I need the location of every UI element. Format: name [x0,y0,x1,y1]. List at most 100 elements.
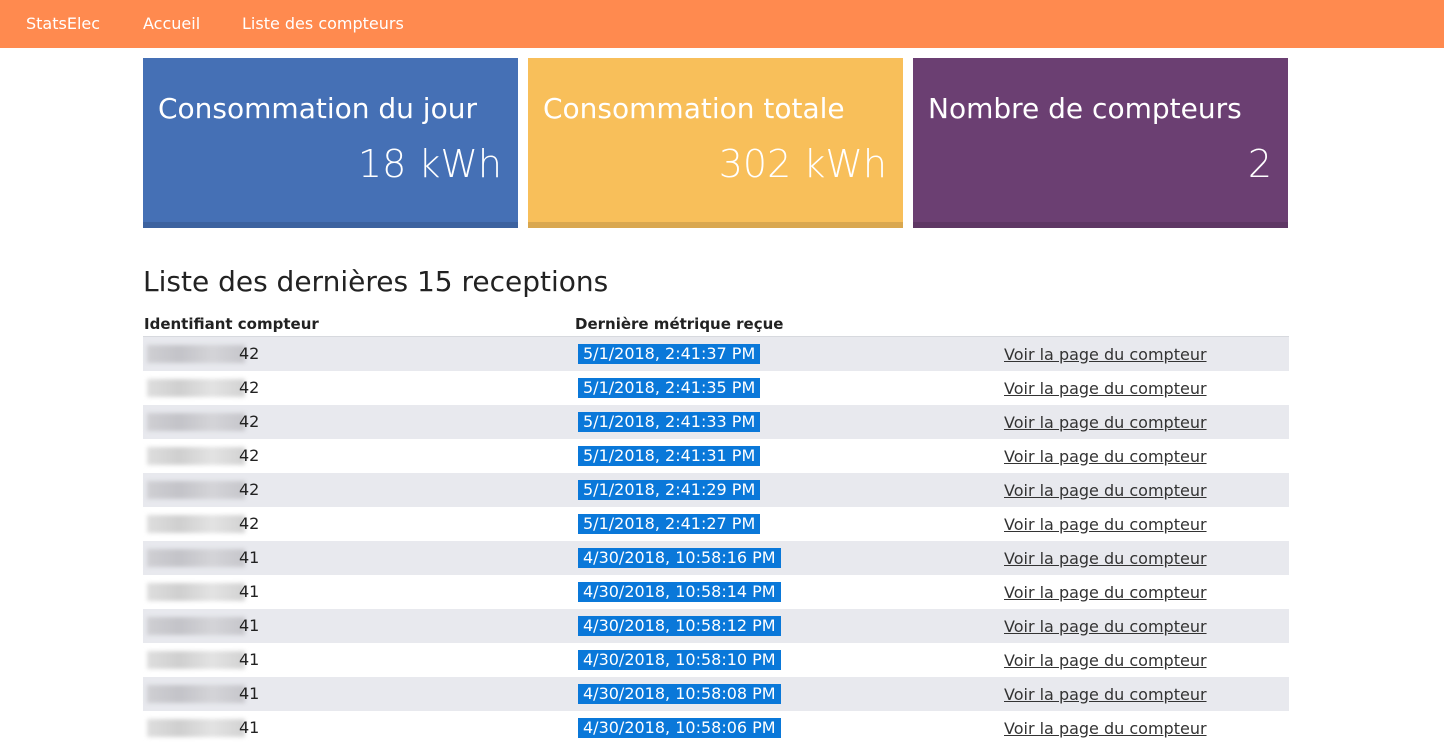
brand-link[interactable]: StatsElec [26,14,101,33]
table-row: 42 5/1/2018, 2:41:33 PM Voir la page du co… [143,405,1289,439]
meter-id-cell: 41 [143,609,574,643]
timestamp-cell: 5/1/2018, 2:41:35 PM [574,378,1004,398]
action-cell: Voir la page du compteur [1004,515,1207,534]
nav-link-accueil[interactable]: Accueil [143,14,201,33]
redacted-id [147,447,245,465]
table-row: 41 4/30/2018, 10:58:16 PM Voir la page du … [143,541,1289,575]
meter-page-link[interactable]: Voir la page du compteur [1004,548,1207,568]
action-cell: Voir la page du compteur [1004,617,1207,636]
timestamp: 5/1/2018, 2:41:27 PM [578,514,761,534]
table-row: 41 4/30/2018, 10:58:12 PM Voir la page du … [143,609,1289,643]
card-title: Nombre de compteurs [928,92,1242,125]
redacted-id [147,583,245,601]
action-cell: Voir la page du compteur [1004,583,1207,602]
timestamp: 5/1/2018, 2:41:33 PM [578,412,761,432]
meter-id-suffix: 41 [239,684,260,703]
timestamp-cell: 4/30/2018, 10:58:06 PM [574,718,1004,738]
card-total-consumption: Consommation totale 302 kWh [528,58,903,228]
timestamp: 4/30/2018, 10:58:06 PM [578,718,781,738]
meter-page-link[interactable]: Voir la page du compteur [1004,344,1207,364]
column-header-meter-id: Identifiant compteur [144,314,319,333]
card-title: Consommation du jour [158,92,477,125]
meter-id-suffix: 41 [239,718,260,737]
redacted-id [147,413,245,431]
timestamp-cell: 5/1/2018, 2:41:37 PM [574,344,1004,364]
meter-id-suffix: 41 [239,548,260,567]
meter-page-link[interactable]: Voir la page du compteur [1004,718,1207,738]
meter-id-suffix: 42 [239,446,260,465]
meter-page-link[interactable]: Voir la page du compteur [1004,378,1207,398]
meter-page-link[interactable]: Voir la page du compteur [1004,446,1207,466]
meter-id-cell: 41 [143,541,574,575]
card-value: 18 kWh [357,142,502,186]
meter-id-cell: 42 [143,371,574,405]
redacted-id [147,549,245,567]
meter-page-link[interactable]: Voir la page du compteur [1004,684,1207,704]
meter-id-cell: 41 [143,575,574,609]
table-row: 41 4/30/2018, 10:58:14 PM Voir la page du … [143,575,1289,609]
table-header: Identifiant compteur Dernière métrique r… [143,311,1289,337]
navbar: StatsElec Accueil Liste des compteurs [0,0,1444,48]
meter-id-cell: 42 [143,337,574,371]
timestamp: 5/1/2018, 2:41:31 PM [578,446,761,466]
meter-page-link[interactable]: Voir la page du compteur [1004,412,1207,432]
meter-id-suffix: 42 [239,480,260,499]
redacted-id [147,481,245,499]
redacted-id [147,345,245,363]
meter-id-suffix: 42 [239,344,260,363]
action-cell: Voir la page du compteur [1004,447,1207,466]
receptions-table: Identifiant compteur Dernière métrique r… [143,311,1289,745]
redacted-id [147,685,245,703]
timestamp: 4/30/2018, 10:58:12 PM [578,616,781,636]
meter-id-cell: 42 [143,507,574,541]
meter-id-cell: 42 [143,439,574,473]
meter-id-cell: 42 [143,405,574,439]
table-row: 42 5/1/2018, 2:41:29 PM Voir la page du co… [143,473,1289,507]
table-body: 42 5/1/2018, 2:41:37 PM Voir la page du co… [143,337,1289,745]
action-cell: Voir la page du compteur [1004,685,1207,704]
timestamp: 4/30/2018, 10:58:10 PM [578,650,781,670]
action-cell: Voir la page du compteur [1004,549,1207,568]
meter-id-suffix: 41 [239,582,260,601]
meter-id-suffix: 41 [239,650,260,669]
card-meter-count: Nombre de compteurs 2 [913,58,1288,228]
stats-cards: Consommation du jour 18 kWh Consommation… [143,58,1289,228]
card-daily-consumption: Consommation du jour 18 kWh [143,58,518,228]
action-cell: Voir la page du compteur [1004,481,1207,500]
timestamp: 4/30/2018, 10:58:14 PM [578,582,781,602]
card-value: 2 [1247,142,1272,186]
timestamp: 5/1/2018, 2:41:37 PM [578,344,761,364]
table-row: 42 5/1/2018, 2:41:27 PM Voir la page du co… [143,507,1289,541]
meter-page-link[interactable]: Voir la page du compteur [1004,514,1207,534]
nav-link-compteurs[interactable]: Liste des compteurs [242,14,404,33]
meter-id-suffix: 42 [239,378,260,397]
timestamp-cell: 5/1/2018, 2:41:33 PM [574,412,1004,432]
meter-page-link[interactable]: Voir la page du compteur [1004,480,1207,500]
table-row: 42 5/1/2018, 2:41:35 PM Voir la page du co… [143,371,1289,405]
meter-id-cell: 41 [143,677,574,711]
meter-id-suffix: 42 [239,412,260,431]
meter-id-cell: 41 [143,643,574,677]
redacted-id [147,379,245,397]
timestamp-cell: 5/1/2018, 2:41:27 PM [574,514,1004,534]
timestamp-cell: 5/1/2018, 2:41:31 PM [574,446,1004,466]
action-cell: Voir la page du compteur [1004,345,1207,364]
timestamp-cell: 4/30/2018, 10:58:12 PM [574,616,1004,636]
meter-id-cell: 41 [143,711,574,745]
meter-page-link[interactable]: Voir la page du compteur [1004,582,1207,602]
meter-page-link[interactable]: Voir la page du compteur [1004,616,1207,636]
action-cell: Voir la page du compteur [1004,413,1207,432]
redacted-id [147,515,245,533]
meter-page-link[interactable]: Voir la page du compteur [1004,650,1207,670]
card-title: Consommation totale [543,92,845,125]
table-row: 41 4/30/2018, 10:58:06 PM Voir la page du … [143,711,1289,745]
timestamp: 4/30/2018, 10:58:16 PM [578,548,781,568]
table-row: 42 5/1/2018, 2:41:37 PM Voir la page du co… [143,337,1289,371]
main-content: Consommation du jour 18 kWh Consommation… [143,58,1289,738]
timestamp-cell: 4/30/2018, 10:58:10 PM [574,650,1004,670]
table-row: 42 5/1/2018, 2:41:31 PM Voir la page du co… [143,439,1289,473]
action-cell: Voir la page du compteur [1004,379,1207,398]
table-row: 41 4/30/2018, 10:58:08 PM Voir la page du … [143,677,1289,711]
timestamp: 5/1/2018, 2:41:35 PM [578,378,761,398]
redacted-id [147,719,245,737]
